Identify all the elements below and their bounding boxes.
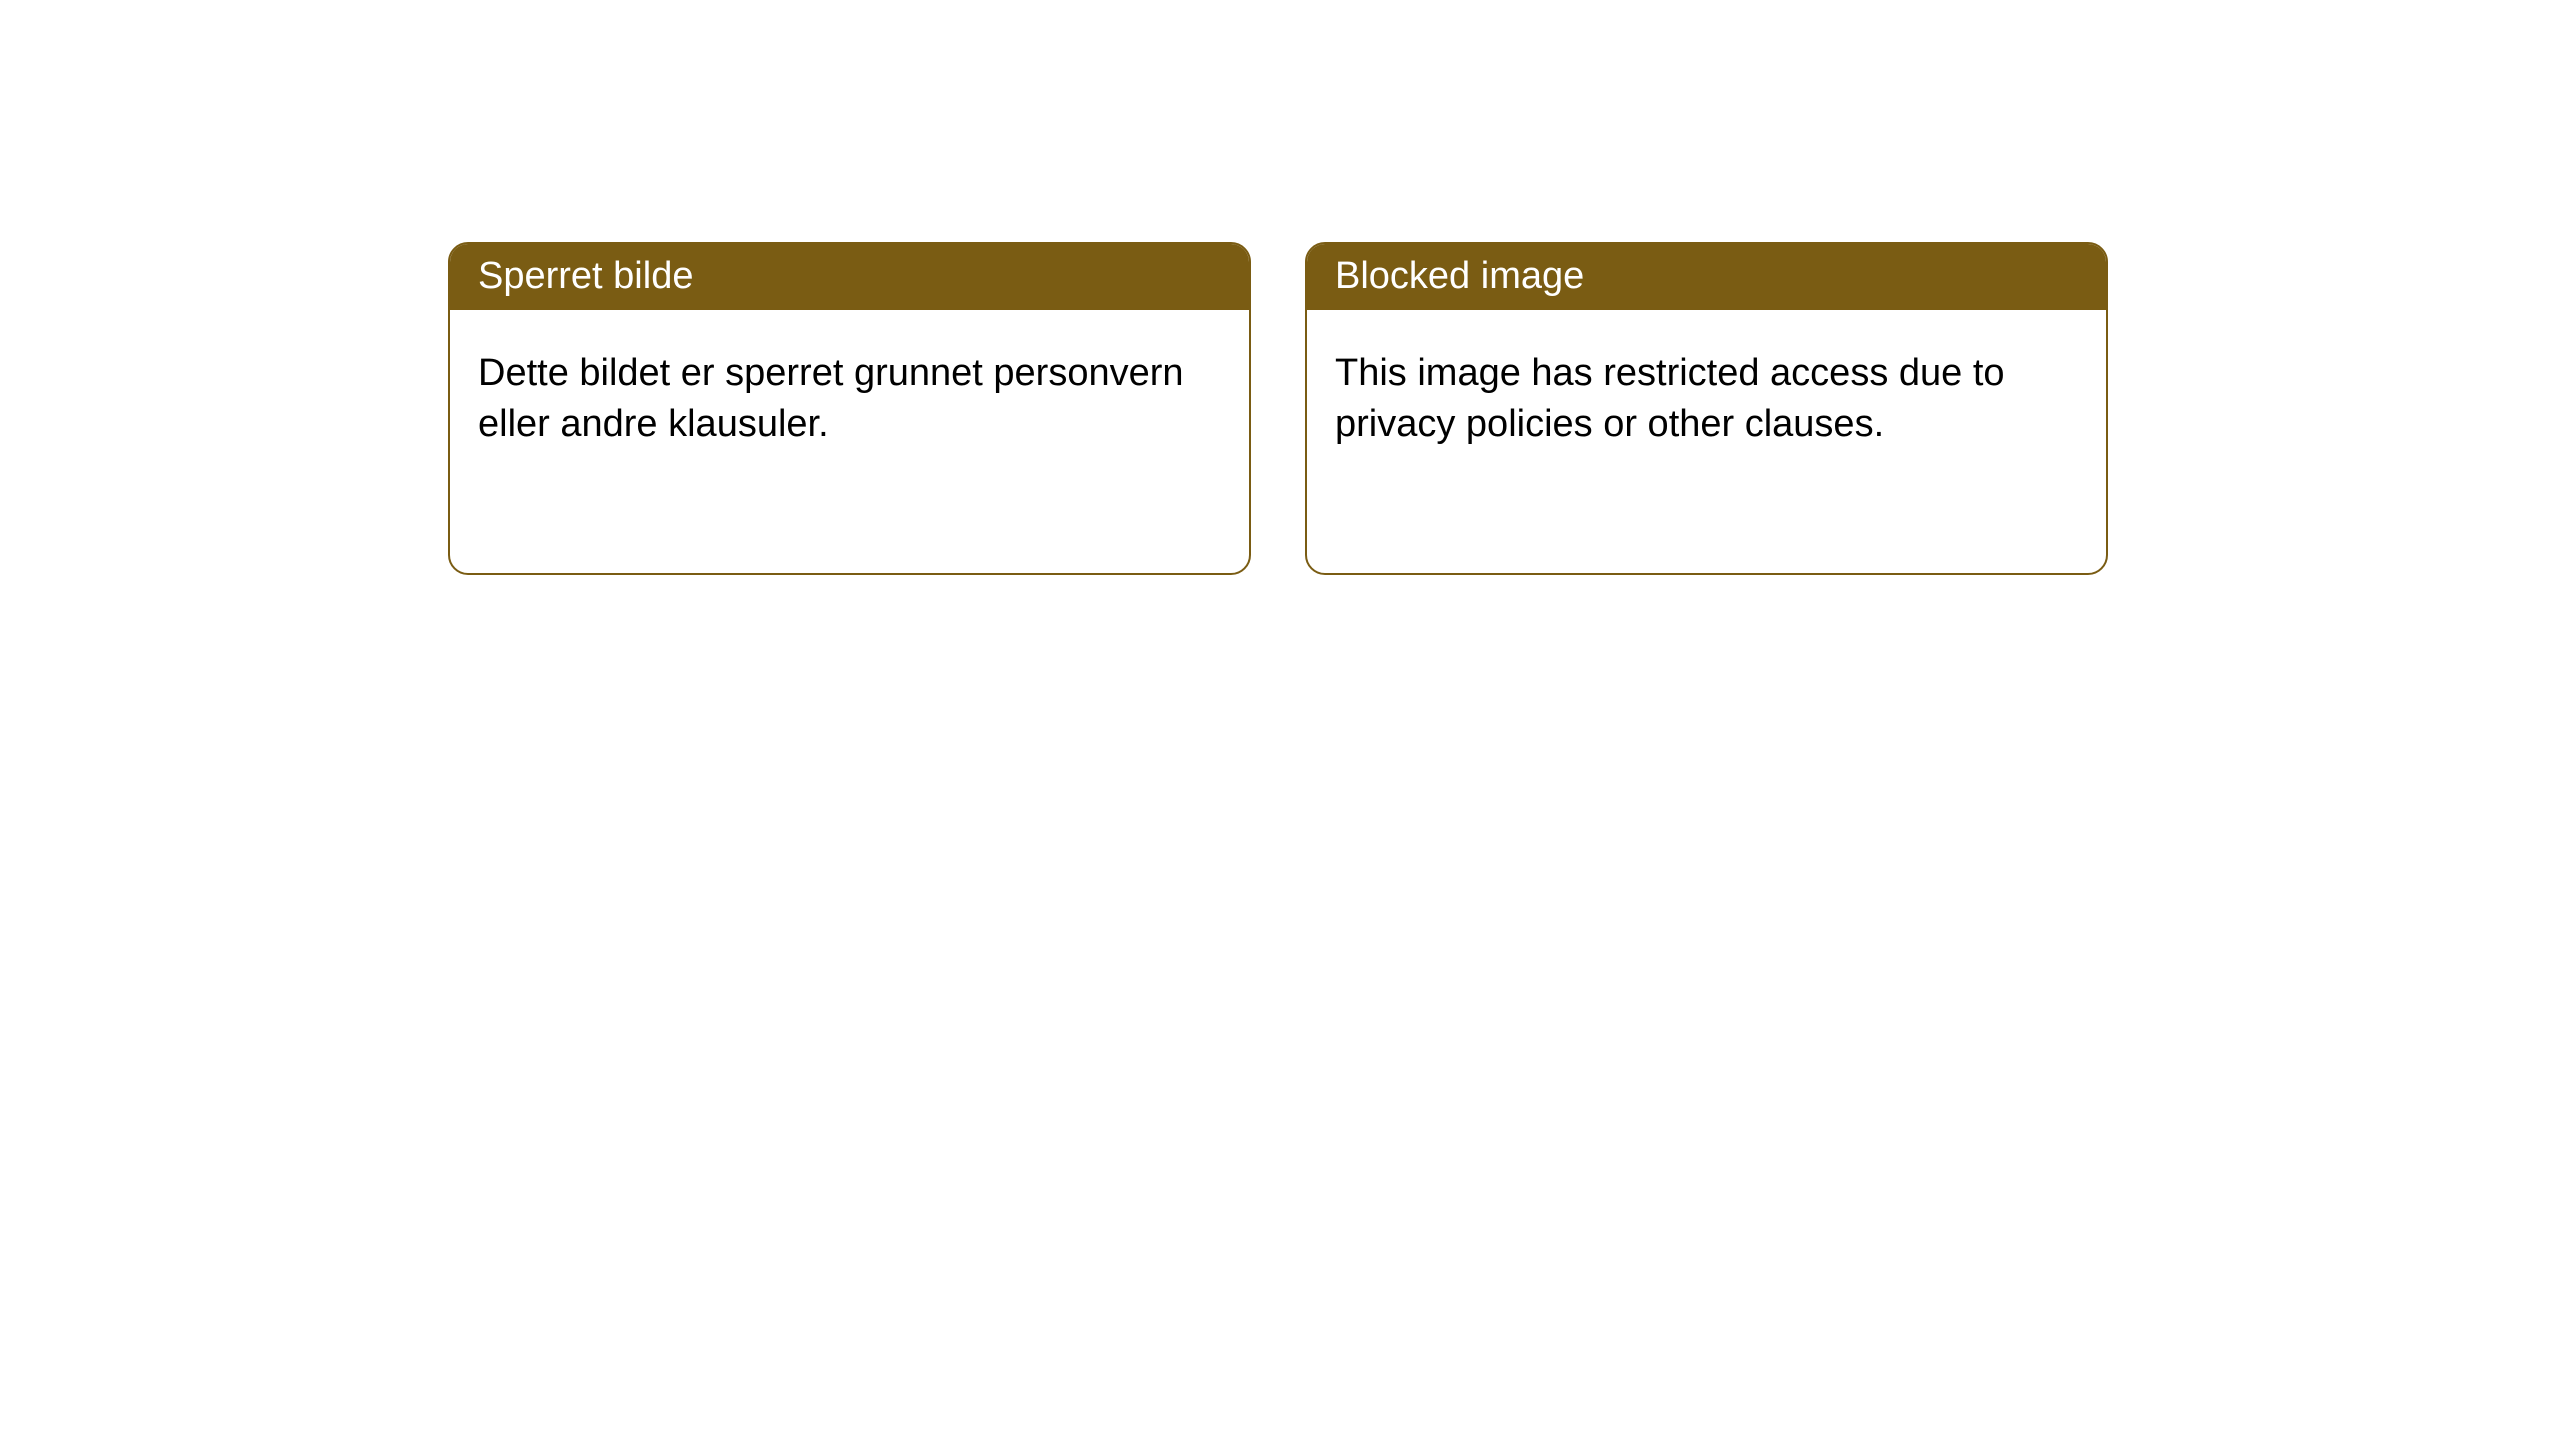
notice-container: Sperret bilde Dette bildet er sperret gr… (0, 0, 2560, 575)
notice-card-english: Blocked image This image has restricted … (1305, 242, 2108, 575)
card-body-english: This image has restricted access due to … (1307, 310, 2106, 489)
notice-card-norwegian: Sperret bilde Dette bildet er sperret gr… (448, 242, 1251, 575)
card-body-norwegian: Dette bildet er sperret grunnet personve… (450, 310, 1249, 489)
card-header-english: Blocked image (1307, 244, 2106, 310)
card-header-norwegian: Sperret bilde (450, 244, 1249, 310)
